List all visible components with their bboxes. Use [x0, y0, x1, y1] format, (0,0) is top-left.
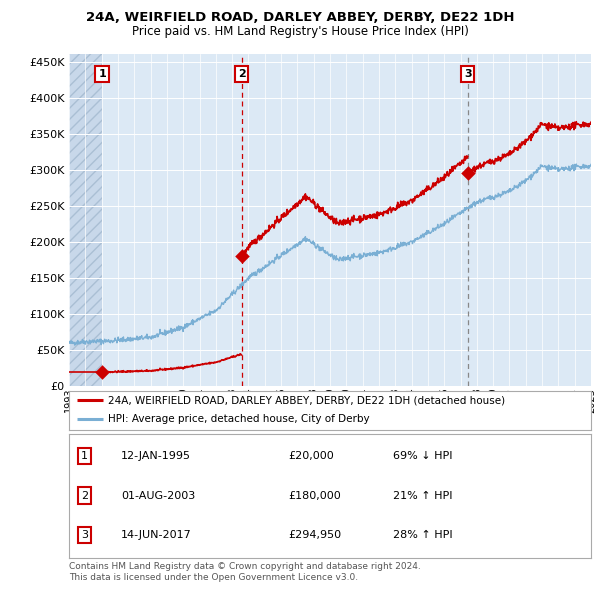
Text: 1: 1	[81, 451, 88, 461]
Point	[463, 169, 473, 178]
Text: HPI: Average price, detached house, City of Derby: HPI: Average price, detached house, City…	[108, 414, 370, 424]
Text: 24A, WEIRFIELD ROAD, DARLEY ABBEY, DERBY, DE22 1DH (detached house): 24A, WEIRFIELD ROAD, DARLEY ABBEY, DERBY…	[108, 395, 505, 405]
Text: 21% ↑ HPI: 21% ↑ HPI	[392, 491, 452, 500]
Text: £180,000: £180,000	[288, 491, 341, 500]
Text: Contains HM Land Registry data © Crown copyright and database right 2024.
This d: Contains HM Land Registry data © Crown c…	[69, 562, 421, 582]
Text: Price paid vs. HM Land Registry's House Price Index (HPI): Price paid vs. HM Land Registry's House …	[131, 25, 469, 38]
Text: 28% ↑ HPI: 28% ↑ HPI	[392, 530, 452, 540]
Text: 1: 1	[98, 69, 106, 79]
Text: £294,950: £294,950	[288, 530, 341, 540]
Text: 3: 3	[464, 69, 472, 79]
Text: £20,000: £20,000	[288, 451, 334, 461]
Text: 01-AUG-2003: 01-AUG-2003	[121, 491, 196, 500]
Point	[97, 368, 107, 377]
Text: 14-JUN-2017: 14-JUN-2017	[121, 530, 192, 540]
Text: 2: 2	[81, 491, 88, 500]
Point	[237, 252, 247, 261]
Text: 3: 3	[81, 530, 88, 540]
Bar	[69, 54, 102, 386]
Text: 2: 2	[238, 69, 245, 79]
Bar	[69, 54, 102, 386]
Text: 12-JAN-1995: 12-JAN-1995	[121, 451, 191, 461]
Text: 69% ↓ HPI: 69% ↓ HPI	[392, 451, 452, 461]
Text: 24A, WEIRFIELD ROAD, DARLEY ABBEY, DERBY, DE22 1DH: 24A, WEIRFIELD ROAD, DARLEY ABBEY, DERBY…	[86, 11, 514, 24]
